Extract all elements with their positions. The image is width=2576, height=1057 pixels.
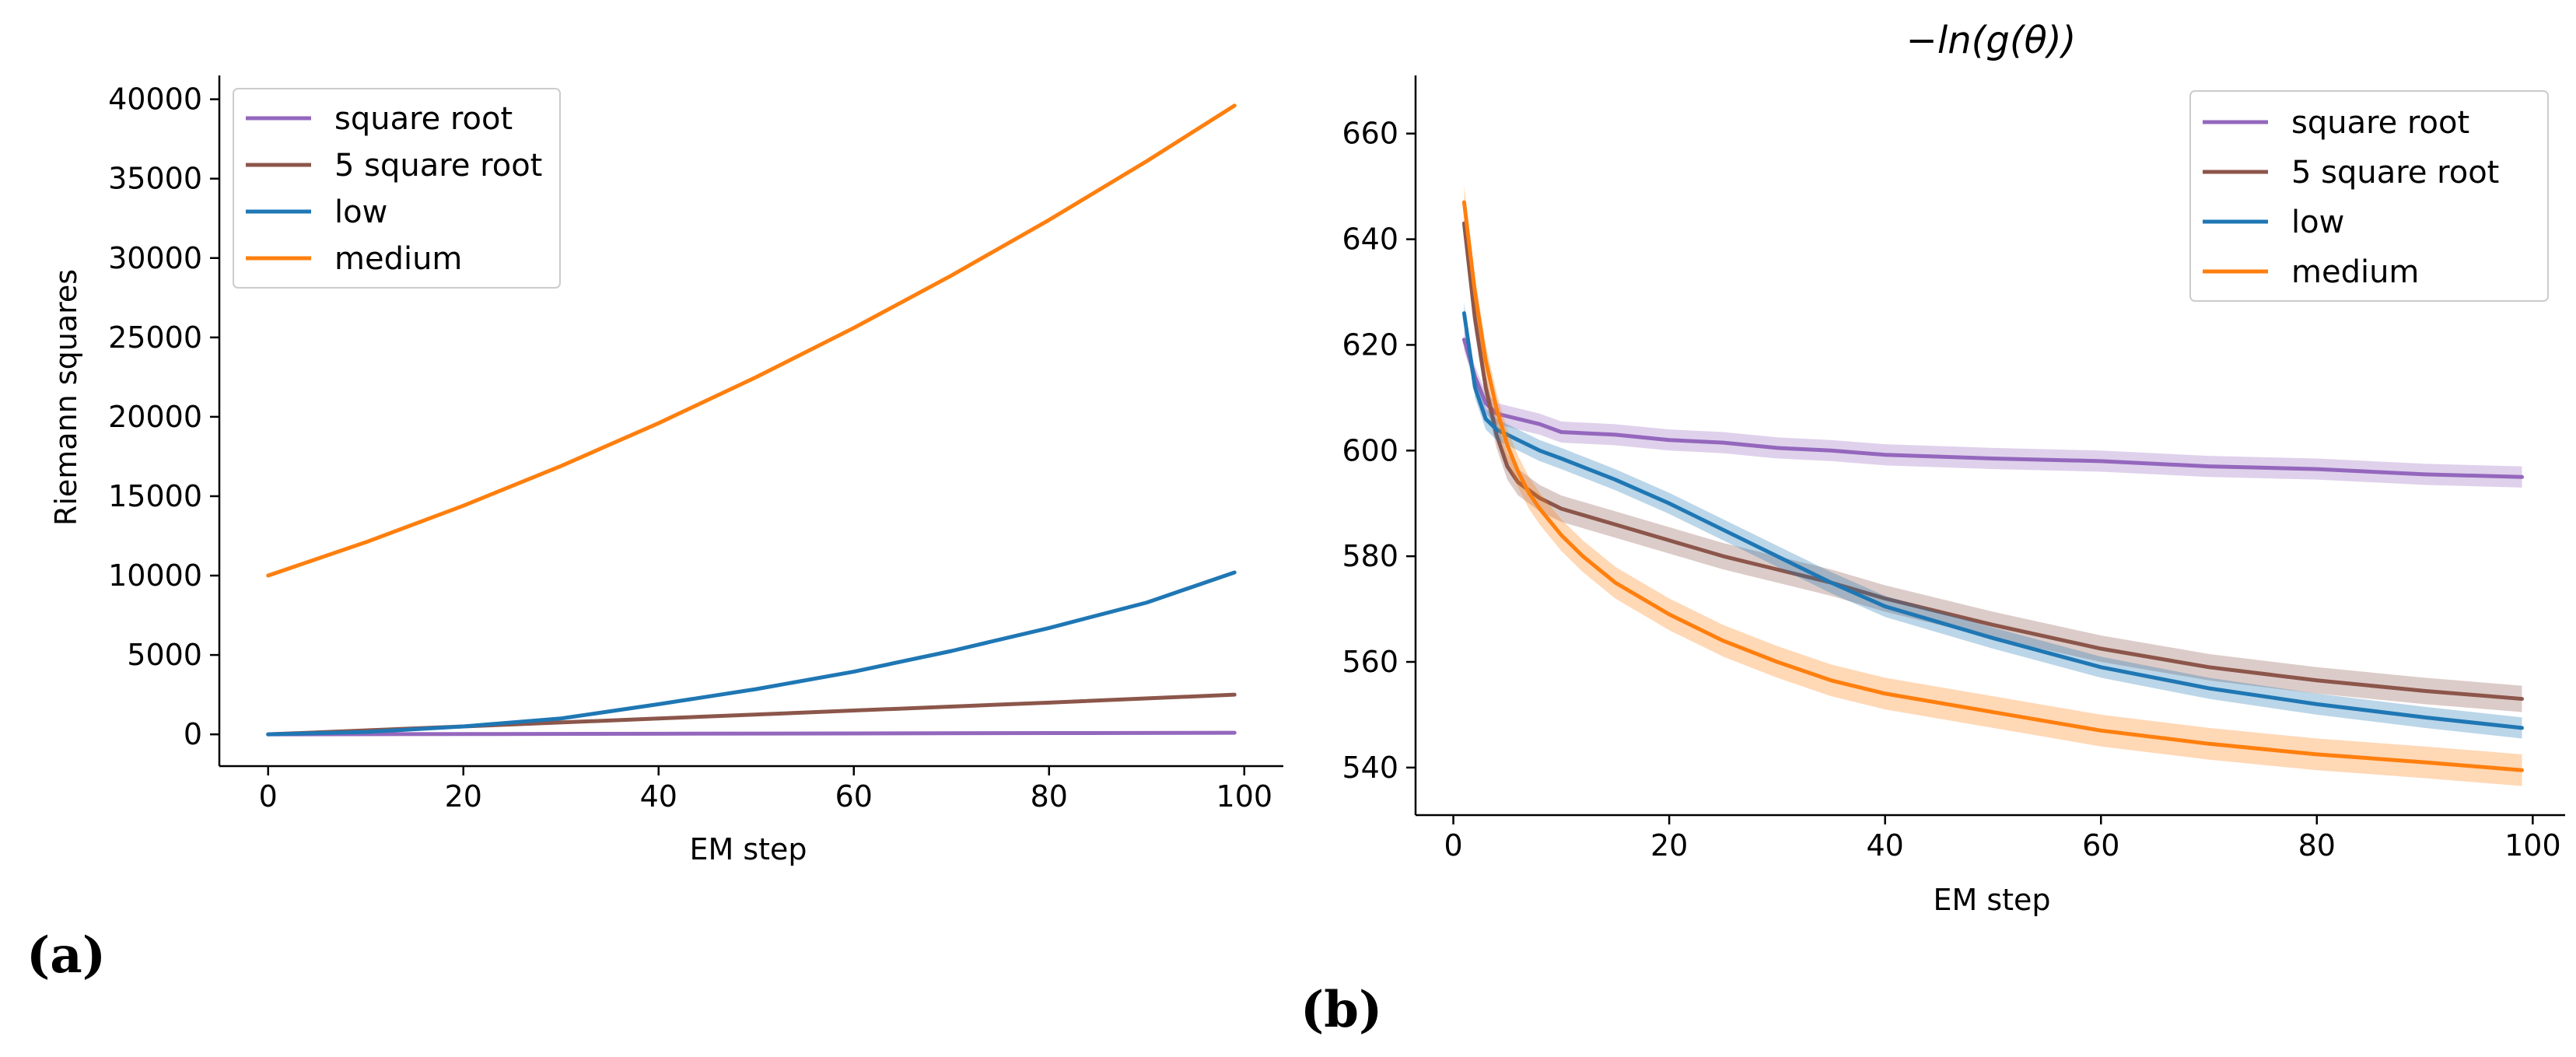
chart-a-xlabel: EM step	[689, 832, 807, 866]
chart-a-legend-label: 5 square root	[334, 148, 542, 184]
chart-b-legend: square root 5 square root low medium	[2190, 91, 2548, 301]
chart-b-y-tick-label: 640	[1342, 222, 1398, 257]
chart-a-x-tick-label: 100	[1216, 779, 1273, 814]
chart-a-legend-label: square root	[334, 101, 513, 137]
chart-b-x-tick-label: 100	[2504, 828, 2561, 863]
chart-b-x-tick-label: 80	[2298, 828, 2336, 863]
chart-a-x-tick-label: 0	[259, 779, 278, 814]
chart-a-x-tick-label: 80	[1031, 779, 1068, 814]
chart-a-y-tick-label: 5000	[127, 638, 202, 672]
chart-panel-b: −ln(g(θ)) 0 20 40 60 80 100 540 560 580 600 620 640…	[1342, 19, 2565, 917]
chart-a-y-tick-label: 15000	[108, 479, 202, 513]
chart-b-y-tick-label: 540	[1342, 751, 1398, 785]
chart-a-x-tick-label: 40	[640, 779, 677, 814]
chart-a-ylabel: Riemann squares	[49, 269, 83, 526]
chart-b-title: −ln(g(θ))	[1906, 19, 2077, 62]
chart-b-legend-label: low	[2291, 205, 2344, 240]
chart-b-xlabel: EM step	[1933, 883, 2050, 917]
chart-a-y-tick-label: 30000	[108, 241, 202, 275]
panel-a-tag: (a)	[26, 926, 106, 985]
chart-b-legend-label: 5 square root	[2291, 155, 2499, 191]
chart-b-band-square-root	[1464, 329, 2522, 488]
chart-panel-a: 0 20 40 60 80 100 0 5000 10000 15000 20000 25000 300…	[49, 75, 1283, 866]
chart-a-x-tick-label: 60	[835, 779, 873, 814]
chart-b-y-tick-label: 620	[1342, 327, 1398, 362]
chart-a-y-tick-label: 25000	[108, 320, 202, 355]
chart-a-series-low	[268, 572, 1234, 734]
chart-b-x-tick-label: 0	[1444, 828, 1462, 863]
chart-b-x-tick-label: 60	[2082, 828, 2119, 863]
panel-b-tag: (b)	[1300, 981, 1382, 1039]
chart-a-series-square-root	[268, 733, 1234, 734]
chart-b-y-tick-label: 600	[1342, 433, 1398, 467]
chart-b-y-tick-label: 560	[1342, 645, 1398, 679]
chart-b-x-tick-label: 40	[1867, 828, 1904, 863]
chart-a-y-tick-label: 0	[184, 717, 202, 751]
chart-a-y-tick-label: 40000	[108, 82, 202, 117]
chart-b-y-tick-label: 660	[1342, 117, 1398, 151]
chart-a-legend: square root 5 square root low medium	[233, 89, 560, 288]
chart-a-y-tick-label: 20000	[108, 400, 202, 434]
chart-a-legend-label: low	[334, 194, 387, 230]
chart-b-x-tick-label: 20	[1650, 828, 1688, 863]
chart-a-y-tick-label: 35000	[108, 162, 202, 196]
chart-a-y-tick-label: 10000	[108, 558, 202, 593]
chart-b-y-tick-label: 580	[1342, 539, 1398, 573]
figure: 0 20 40 60 80 100 0 5000 10000 15000 20000 25000 300…	[0, 0, 2576, 1057]
chart-a-legend-label: medium	[334, 241, 462, 277]
chart-b-legend-label: medium	[2291, 254, 2419, 290]
chart-a-x-tick-label: 20	[445, 779, 482, 814]
chart-b-legend-label: square root	[2291, 105, 2469, 141]
